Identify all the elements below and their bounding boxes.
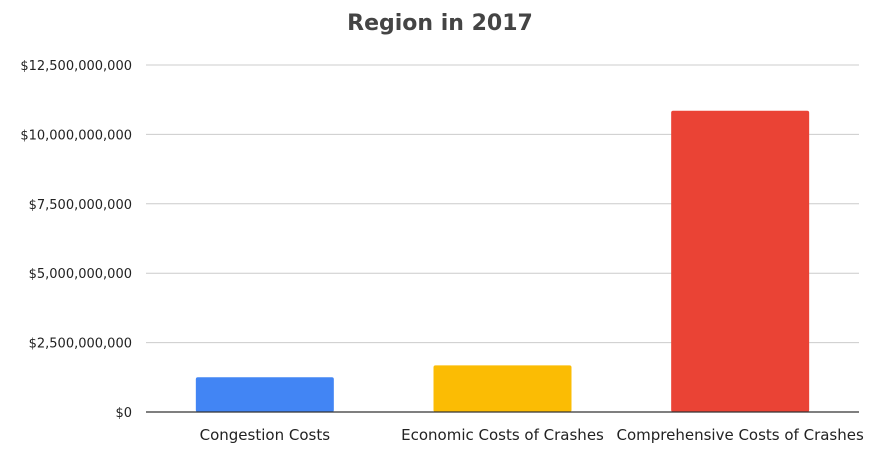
y-tick-label: $2,500,000,000 (29, 337, 132, 352)
y-tick-label: $0 (115, 406, 132, 421)
chart-title: Region in 2017 (347, 11, 533, 36)
y-axis-tick-labels: $0 $2,500,000,000 $5,000,000,000 $7,500,000… (20, 59, 132, 421)
y-tick-label: $10,000,000,000 (20, 128, 132, 143)
bar (433, 365, 572, 412)
x-tick-label: Congestion Costs (200, 426, 331, 444)
x-axis-tick-labels: Congestion Costs Economic Costs of Crashe… (200, 426, 864, 444)
x-tick-label: Comprehensive Costs of Crashes (617, 426, 864, 444)
bar (671, 110, 810, 412)
bar (195, 377, 334, 412)
y-tick-label: $12,500,000,000 (20, 59, 132, 74)
x-tick-label: Economic Costs of Crashes (401, 426, 604, 444)
y-tick-label: $7,500,000,000 (29, 198, 132, 213)
bars-layer (195, 110, 810, 412)
y-tick-label: $5,000,000,000 (29, 267, 132, 282)
